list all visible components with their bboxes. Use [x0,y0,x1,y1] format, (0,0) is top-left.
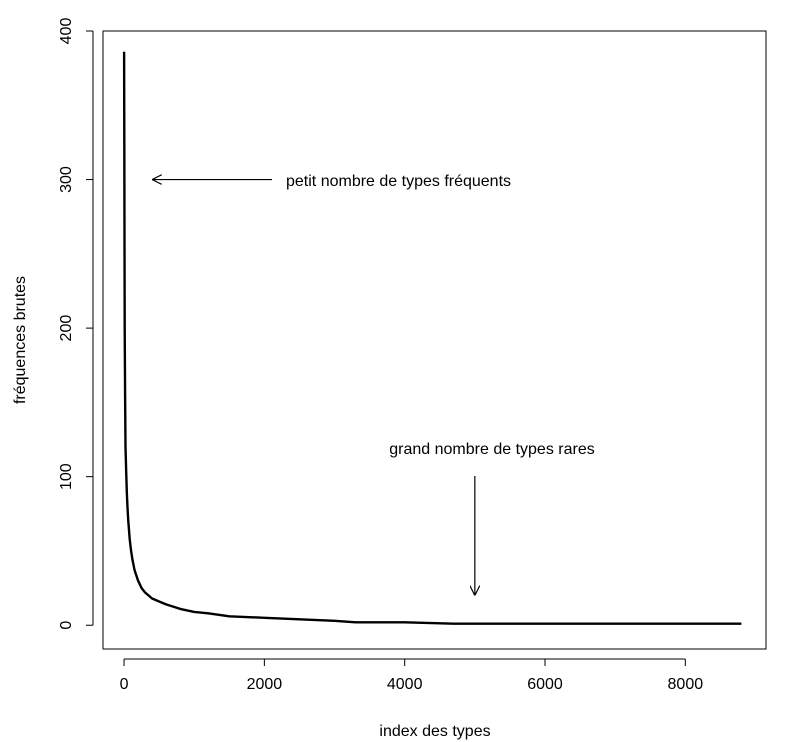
x-tick-label: 6000 [527,676,563,693]
x-tick-label: 8000 [668,676,704,693]
annotation-frequent-label: petit nombre de types fréquents [286,173,511,190]
x-axis-title: index des types [379,723,490,740]
x-tick-label: 0 [120,676,129,693]
x-tick-label: 4000 [387,676,423,693]
frequency-curve [122,51,742,625]
annotation-frequent: petit nombre de types fréquents [152,173,511,190]
y-tick-label: 400 [58,18,75,45]
y-axis: 0 100 200 300 400 [58,18,94,630]
annotation-rare-label: grand nombre de types rares [389,441,594,458]
y-axis-title: fréquences brutes [12,276,29,404]
annotation-rare: grand nombre de types rares [389,441,595,596]
x-axis: 0 2000 4000 6000 8000 [120,658,704,693]
y-tick-label: 0 [58,621,75,630]
x-tick-label: 2000 [247,676,283,693]
plot-frame [102,30,767,650]
y-tick-label: 200 [58,315,75,342]
y-tick-label: 100 [58,463,75,490]
y-tick-label: 300 [58,166,75,193]
